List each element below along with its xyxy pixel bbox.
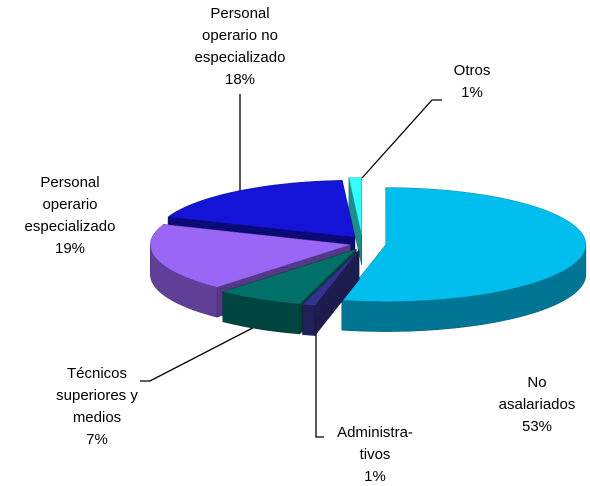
label-line: tivos (360, 446, 391, 463)
label-line: Técnicos (67, 365, 127, 382)
data-label: Personal operario especializado 19% (25, 174, 116, 257)
value-label: 1% (364, 468, 386, 485)
slice-top (348, 177, 362, 235)
label-line: operario (42, 196, 97, 213)
label-line: Personal (210, 5, 269, 22)
label-line: asalariados (499, 396, 576, 413)
value-label: 19% (55, 240, 85, 257)
label-line: Otros (454, 62, 491, 79)
slice-top (167, 180, 356, 238)
pie-slice (341, 187, 587, 332)
label-line: especializado (195, 49, 286, 66)
data-label: Otros 1% (454, 62, 491, 101)
label-line: Administra- (337, 424, 413, 441)
label-line: operario no (202, 27, 278, 44)
leader-lines (140, 94, 442, 438)
label-line: especializado (25, 218, 116, 235)
leader-line (315, 333, 324, 438)
label-line: No (527, 374, 546, 391)
value-label: 18% (225, 71, 255, 88)
label-line: Personal (40, 174, 99, 191)
slice-top (302, 249, 360, 306)
value-label: 7% (86, 431, 108, 448)
data-label: Administra-tivos 1% (337, 424, 413, 485)
label-line: superiores y (56, 387, 138, 404)
value-label: 1% (461, 84, 483, 101)
data-label: Técnicos superiores y medios 7% (56, 365, 138, 448)
slice-top (150, 224, 351, 288)
pie-slice (302, 249, 360, 337)
leader-line (361, 99, 442, 179)
slice-top (341, 187, 587, 302)
leader-line (140, 319, 269, 382)
data-label: Personal operario no especializado 18% (195, 5, 286, 88)
slice-top (221, 249, 357, 305)
slice-side (302, 304, 316, 336)
value-label: 53% (522, 418, 552, 435)
label-line: medios (73, 409, 121, 426)
data-label: No asalariados 53% (499, 374, 576, 435)
pie-slice (348, 177, 362, 265)
